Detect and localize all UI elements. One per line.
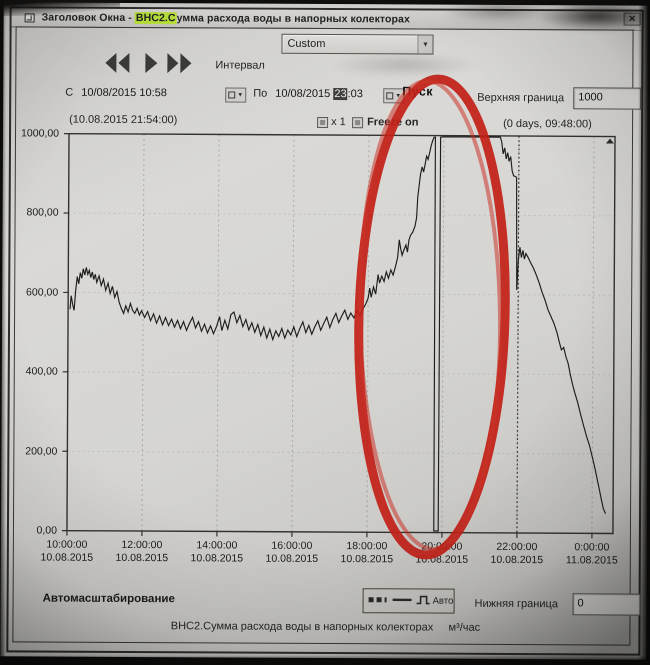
v-gridline <box>516 136 520 534</box>
h-gridline <box>68 291 615 296</box>
h-gridline <box>67 371 614 376</box>
legend-box: Авто <box>362 588 455 614</box>
time-cursor-line[interactable] <box>516 136 520 534</box>
v-gridline <box>141 134 145 532</box>
plot-border <box>66 132 616 535</box>
h-gridline <box>67 450 614 455</box>
hand-drawn-ellipse <box>354 74 510 560</box>
step-line-style-icon <box>416 595 430 605</box>
step-back-button[interactable] <box>105 52 130 73</box>
v-gridline <box>441 135 445 533</box>
step-forward-button[interactable] <box>167 53 192 74</box>
hand-drawn-ellipse-stroke <box>357 79 503 551</box>
scroll-marker-icon <box>605 138 614 144</box>
dotted-line-style-icon <box>368 597 387 603</box>
h-gridline <box>68 212 615 217</box>
trend-series <box>69 136 607 532</box>
nav-buttons <box>105 52 192 74</box>
play-button[interactable] <box>145 53 158 74</box>
v-gridline <box>591 136 595 534</box>
v-gridline <box>216 134 220 532</box>
legend-line-styles <box>368 595 430 605</box>
v-gridline <box>291 134 295 532</box>
